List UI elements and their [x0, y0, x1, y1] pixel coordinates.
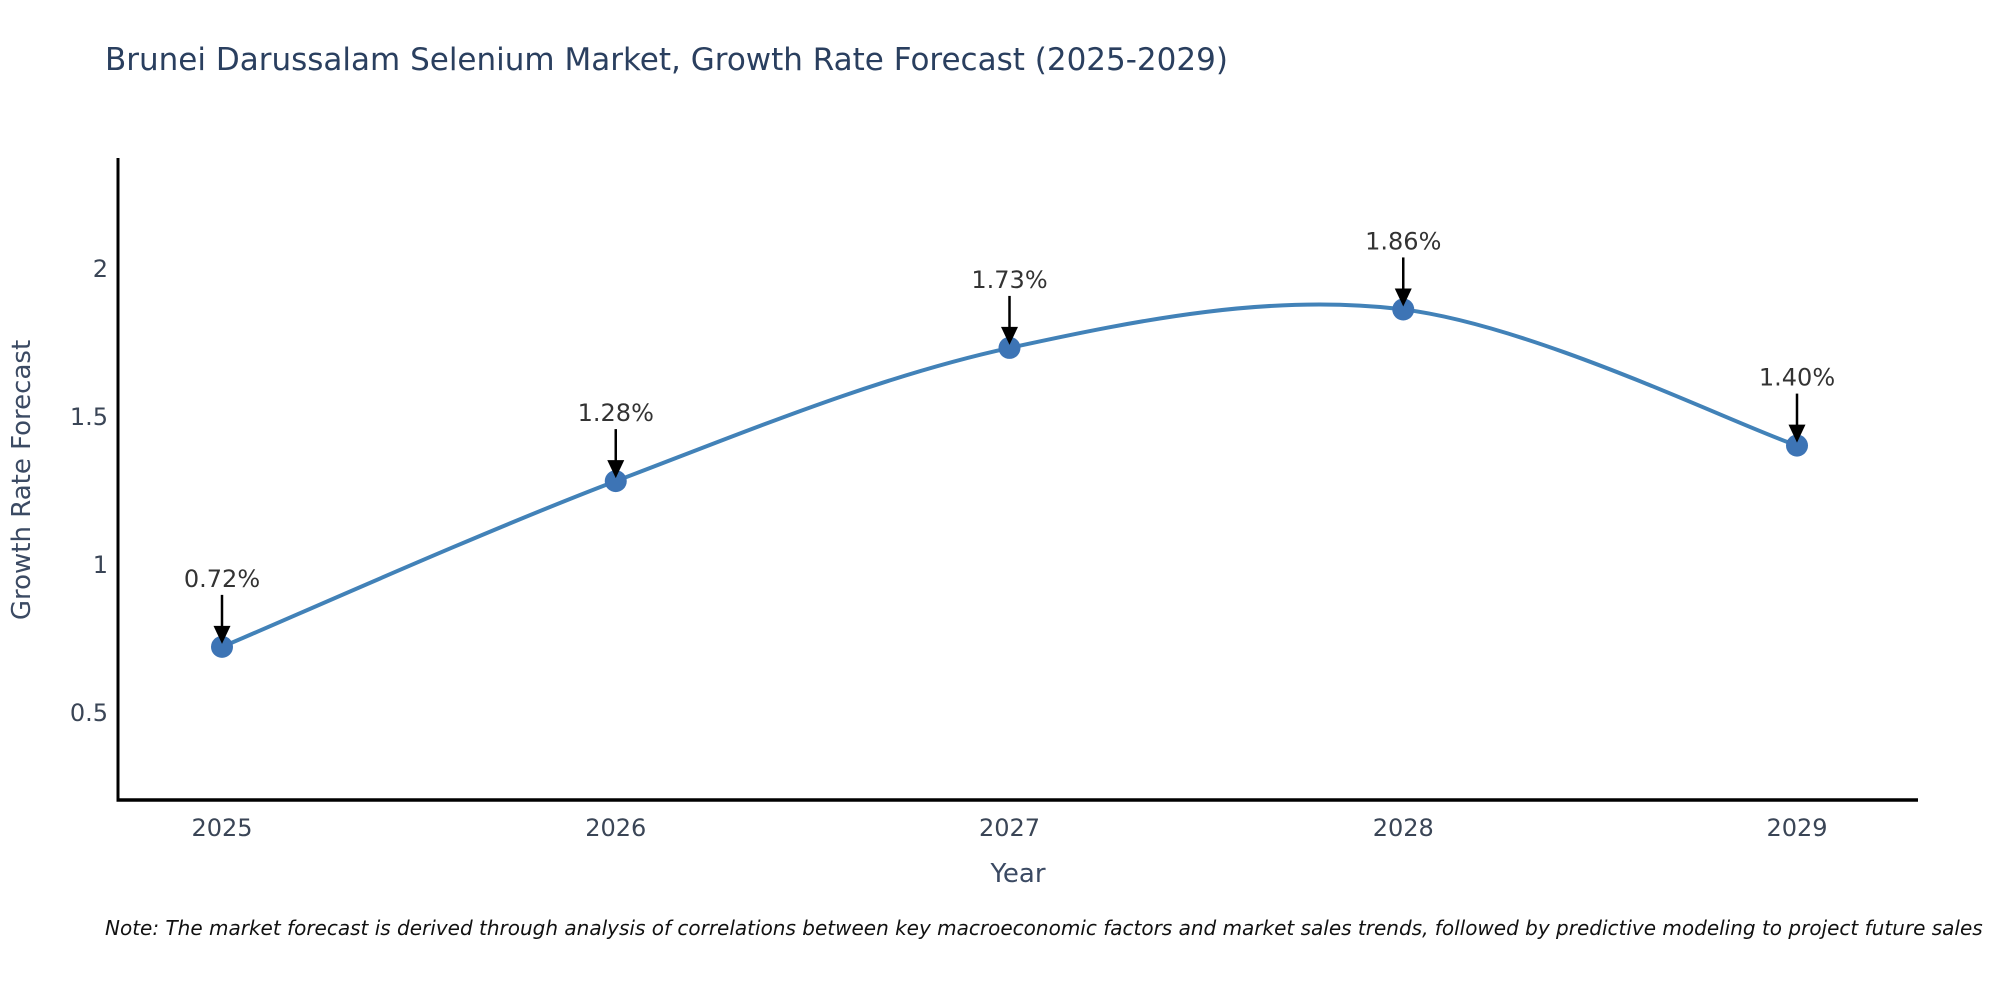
- data-point-label: 1.40%: [1759, 364, 1835, 392]
- annotation-arrowhead: [1788, 424, 1806, 443]
- chart-plot-area: 0.72% 1.28% 1.73% 1.86% 1.40% 0.5 1 1.5 2 2025 202…: [70, 158, 1918, 842]
- annotation-arrowhead: [1001, 326, 1018, 345]
- data-point-marker: [1392, 298, 1415, 321]
- x-tick-label: 2028: [1373, 814, 1434, 842]
- data-point-label: 1.86%: [1365, 227, 1441, 255]
- x-tick-label: 2025: [191, 814, 252, 842]
- y-axis-title: Growth Rate Forecast: [7, 340, 37, 620]
- annotation-arrowhead: [213, 625, 231, 644]
- x-tick-label: 2027: [979, 814, 1040, 842]
- chart-title: Brunei Darussalam Selenium Market, Growt…: [105, 42, 1228, 78]
- data-point-marker: [604, 470, 627, 493]
- x-tick-label: 2026: [585, 814, 646, 842]
- x-tick-label: 2029: [1766, 814, 1827, 842]
- y-tick-label: 0.5: [70, 699, 108, 727]
- data-point-marker: [998, 336, 1021, 359]
- annotation-arrowhead: [1394, 288, 1412, 307]
- y-tick-label: 1: [93, 551, 108, 579]
- data-point-label: 0.72%: [184, 565, 260, 593]
- footnote: Note: The market forecast is derived thr…: [105, 916, 1983, 940]
- y-tick-label: 1.5: [70, 403, 108, 431]
- annotation-arrowhead: [607, 460, 625, 479]
- x-axis-title: Year: [989, 859, 1045, 889]
- data-point-marker: [1786, 434, 1808, 457]
- data-point-marker: [211, 635, 233, 658]
- y-tick-label: 2: [93, 255, 108, 283]
- data-point-label: 1.28%: [578, 399, 654, 427]
- data-point-label: 1.73%: [971, 266, 1047, 294]
